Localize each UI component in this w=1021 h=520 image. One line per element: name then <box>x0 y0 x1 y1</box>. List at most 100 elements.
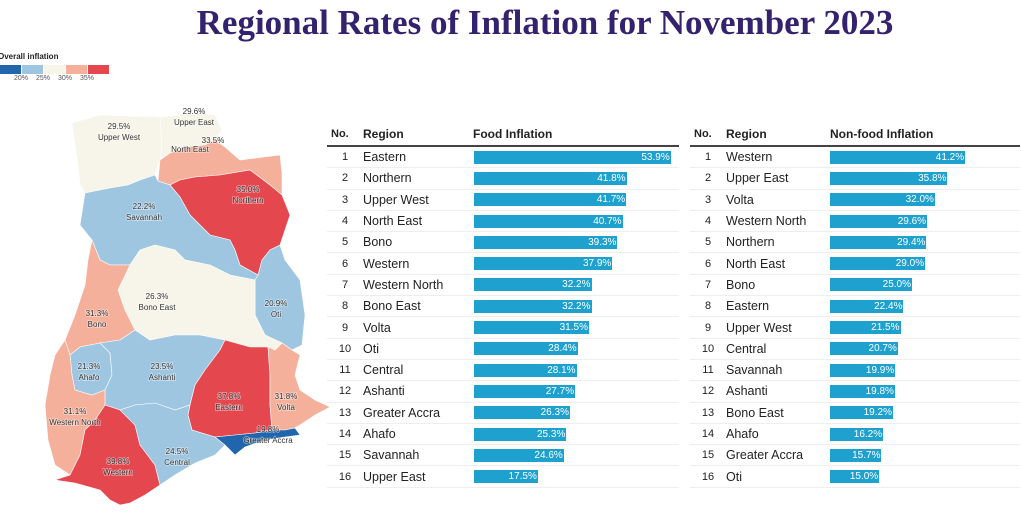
value-bar: 27.7% <box>474 384 576 398</box>
region-cell: Ashanti <box>363 384 405 399</box>
region-cell: Ahafo <box>726 427 759 441</box>
rank-cell: 9 <box>341 321 349 334</box>
legend-swatch <box>66 65 87 74</box>
region-cell: Eastern <box>363 150 407 165</box>
region-western[interactable] <box>54 404 161 506</box>
region-cell: Northern <box>726 235 775 250</box>
region-volta[interactable] <box>267 342 331 434</box>
legend-tick: 20% <box>14 75 29 82</box>
region-cell: Oti <box>726 469 742 484</box>
region-cell: Upper East <box>726 171 789 186</box>
rank-cell: 7 <box>341 278 349 291</box>
nonfood-inflation-table: No. Region Non-food Inflation 1 Western 41… <box>690 123 1020 488</box>
value-bar: 41.7% <box>474 193 627 207</box>
value-bar: 15.7% <box>830 448 882 462</box>
table-row: 13 Greater Accra 26.3% <box>327 403 679 424</box>
map-region-label: Central <box>164 458 190 467</box>
table-row: 4 Western North 29.6% <box>690 211 1020 233</box>
value-bar: 25.0% <box>830 278 912 292</box>
value-bar: 39.3% <box>474 235 618 249</box>
rank-cell: 11 <box>339 364 351 377</box>
table-row: 4 North East 40.7% <box>327 211 679 233</box>
table-row: 5 Northern 29.4% <box>690 232 1020 254</box>
value-bar: 28.4% <box>474 342 578 356</box>
value-bar: 25.3% <box>474 427 567 441</box>
ghana-region-map: 29.5% Upper West 29.6% Upper East 33.5% North… <box>0 85 340 515</box>
region-cell: Volta <box>726 192 754 207</box>
map-value-label: 29.5% <box>108 122 131 131</box>
region-cell: Bono <box>726 277 756 292</box>
value-bar: 41.8% <box>474 171 627 185</box>
table-row: 16 Oti 15.0% <box>690 466 1020 488</box>
table-row: 14 Ahafo 16.2% <box>690 424 1020 446</box>
map-region-label: North East <box>171 145 210 154</box>
rank-cell: 8 <box>704 300 712 313</box>
value-bar: 29.4% <box>830 235 927 249</box>
table-row: 14 Ahafo 25.3% <box>327 424 679 446</box>
map-region-label: Western <box>103 468 133 477</box>
legend-swatch <box>44 65 65 74</box>
map-region-label: Savannah <box>126 213 162 222</box>
rank-cell: 4 <box>341 215 349 228</box>
value-bar: 37.9% <box>474 257 613 271</box>
table-row: 15 Greater Accra 15.7% <box>690 445 1020 467</box>
region-cell: Greater Accra <box>363 405 441 420</box>
table-row: 3 Upper West 41.7% <box>327 190 679 211</box>
nonfood-table-header: No. Region Non-food Inflation <box>690 123 1020 147</box>
map-region-label: Oti <box>271 310 281 319</box>
region-cell: North East <box>726 256 786 271</box>
rank-cell: 13 <box>338 406 352 419</box>
map-value-label: 26.3% <box>146 292 169 301</box>
rank-cell: 16 <box>338 470 352 483</box>
region-cell: Northern <box>363 171 412 186</box>
map-region-label: Northern <box>232 196 263 205</box>
value-bar: 24.6% <box>474 448 564 462</box>
table-row: 15 Savannah 24.6% <box>327 445 679 467</box>
table-row: 8 Eastern 22.4% <box>690 296 1020 318</box>
table-row: 1 Western 41.2% <box>690 147 1020 169</box>
value-bar: 19.2% <box>830 406 893 420</box>
col-nonfood-header: Non-food Inflation <box>830 127 934 141</box>
map-value-label: 39.8% <box>107 457 130 466</box>
region-cell: Upper West <box>363 192 429 207</box>
map-value-label: 22.2% <box>133 202 156 211</box>
map-value-label: 20.9% <box>265 299 288 308</box>
region-cell: Upper West <box>726 320 792 335</box>
value-bar: 29.0% <box>830 257 926 271</box>
legend-ticks: 20% 25% 30% 35% <box>0 74 120 84</box>
col-no-header: No. <box>694 128 712 140</box>
value-bar: 41.2% <box>830 150 966 164</box>
rank-cell: 12 <box>338 385 352 398</box>
rank-cell: 5 <box>704 236 712 249</box>
map-region-label: Eastern <box>215 403 243 412</box>
map-region-label: Western North <box>49 418 100 427</box>
rank-cell: 11 <box>702 364 714 377</box>
map-value-label: 29.6% <box>183 107 206 116</box>
table-row: 2 Northern 41.8% <box>327 168 679 190</box>
region-cell: Western North <box>726 214 807 229</box>
rank-cell: 7 <box>704 278 712 291</box>
region-greater-accra[interactable] <box>214 427 301 456</box>
table-row: 6 North East 29.0% <box>690 253 1020 275</box>
rank-cell: 8 <box>341 300 349 313</box>
rank-cell: 9 <box>704 321 712 334</box>
value-bar: 21.5% <box>830 321 901 335</box>
rank-cell: 15 <box>338 449 352 462</box>
region-cell: Greater Accra <box>726 448 804 463</box>
nonfood-rows: 1 Western 41.2% 2 Upper East 35.8% 3 Volta 32.0%… <box>690 147 1020 488</box>
col-region-header: Region <box>726 127 767 141</box>
table-row: 8 Bono East 32.2% <box>327 296 679 318</box>
col-no-header: No. <box>331 128 349 140</box>
table-row: 13 Bono East 19.2% <box>690 403 1020 424</box>
region-cell: Savannah <box>363 448 420 463</box>
table-row: 16 Upper East 17.5% <box>327 466 679 488</box>
legend-tick: 30% <box>58 75 73 82</box>
rank-cell: 16 <box>701 470 715 483</box>
rank-cell: 4 <box>704 215 712 228</box>
legend-swatch <box>0 65 21 74</box>
region-cell: Savannah <box>726 363 783 378</box>
map-region-label: Upper East <box>174 118 215 127</box>
table-row: 9 Volta 31.5% <box>327 317 679 339</box>
